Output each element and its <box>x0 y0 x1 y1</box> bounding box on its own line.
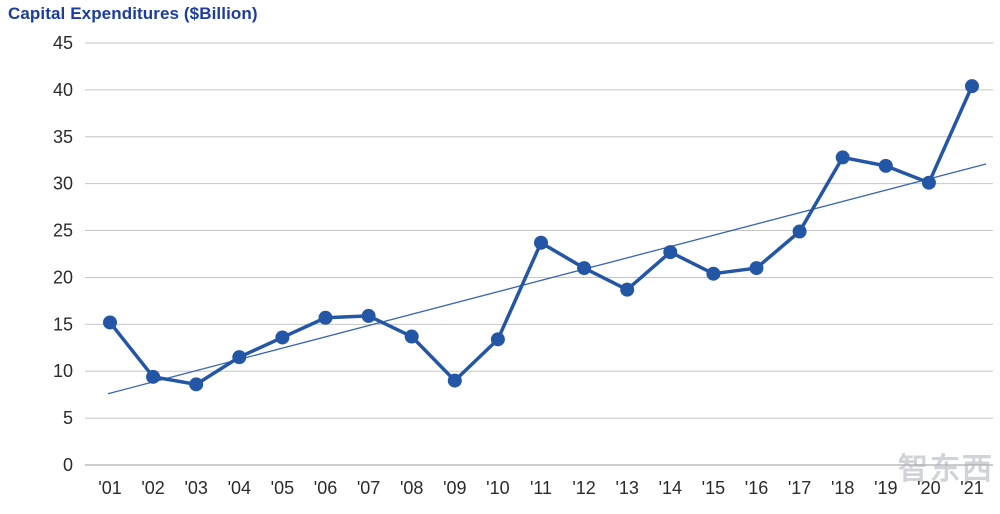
data-point <box>275 330 290 345</box>
data-point <box>232 350 247 365</box>
data-point <box>749 261 764 276</box>
y-tick-label: 10 <box>53 361 73 381</box>
x-tick-label: '12 <box>572 478 595 498</box>
x-tick-label: '04 <box>228 478 251 498</box>
x-tick-label: '06 <box>314 478 337 498</box>
y-tick-label: 15 <box>53 314 73 334</box>
data-point <box>663 245 678 260</box>
x-tick-label: '09 <box>443 478 466 498</box>
data-point <box>189 377 204 392</box>
data-point <box>792 224 807 239</box>
x-tick-label: '01 <box>98 478 121 498</box>
data-point <box>577 261 592 276</box>
y-tick-label: 0 <box>63 455 73 475</box>
data-point <box>361 308 376 323</box>
data-point <box>921 175 936 190</box>
data-point <box>534 235 548 250</box>
y-tick-label: 20 <box>53 267 73 287</box>
data-point <box>318 310 333 325</box>
data-point <box>146 369 161 384</box>
y-tick-label: 30 <box>53 174 73 194</box>
x-tick-label: '14 <box>659 478 682 498</box>
x-tick-label: '16 <box>745 478 768 498</box>
data-point <box>965 79 979 94</box>
x-tick-label: '08 <box>400 478 423 498</box>
data-point <box>103 315 117 330</box>
x-tick-label: '15 <box>702 478 725 498</box>
data-point <box>447 373 462 388</box>
data-point <box>490 332 505 347</box>
y-tick-label: 40 <box>53 80 73 100</box>
x-tick-label: '18 <box>831 478 854 498</box>
x-tick-label: '21 <box>960 478 983 498</box>
data-point <box>620 282 635 297</box>
data-point <box>835 150 850 165</box>
x-tick-label: '07 <box>357 478 380 498</box>
data-point <box>878 158 893 173</box>
x-tick-label: '13 <box>615 478 638 498</box>
data-point <box>404 329 419 344</box>
y-tick-label: 45 <box>53 33 73 53</box>
y-tick-label: 35 <box>53 127 73 147</box>
watermark: 智东西 <box>898 453 994 486</box>
x-tick-label: '20 <box>917 478 940 498</box>
x-tick-label: '19 <box>874 478 897 498</box>
x-tick-label: '17 <box>788 478 811 498</box>
data-line <box>108 84 974 387</box>
x-tick-label: '02 <box>141 478 164 498</box>
y-tick-label: 5 <box>63 408 73 428</box>
x-tick-label: '11 <box>530 478 552 498</box>
x-tick-label: '05 <box>271 478 294 498</box>
data-point <box>706 266 721 281</box>
trend-line <box>107 163 987 395</box>
y-tick-label: 25 <box>53 221 73 241</box>
x-tick-label: '10 <box>486 478 509 498</box>
x-tick-label: '03 <box>184 478 207 498</box>
chart-title: Capital Expenditures ($Billion) <box>8 4 258 23</box>
